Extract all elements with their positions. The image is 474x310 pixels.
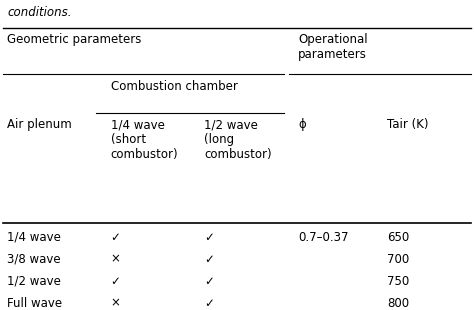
Text: Full wave: Full wave [8,297,63,310]
Text: Combustion chamber: Combustion chamber [110,80,237,93]
Text: 1/4 wave
(short
combustor): 1/4 wave (short combustor) [110,118,178,161]
Text: ✓: ✓ [204,275,214,288]
Text: ×: × [110,253,120,266]
Text: 650: 650 [387,231,409,244]
Text: Air plenum: Air plenum [8,118,72,131]
Text: 1/4 wave: 1/4 wave [8,231,61,244]
Text: ✓: ✓ [110,275,120,288]
Text: ×: × [110,297,120,310]
Text: 750: 750 [387,275,409,288]
Text: Geometric parameters: Geometric parameters [8,33,142,46]
Text: 700: 700 [387,253,409,266]
Text: ✓: ✓ [204,297,214,310]
Text: 1/2 wave
(long
combustor): 1/2 wave (long combustor) [204,118,272,161]
Text: 1/2 wave: 1/2 wave [8,275,61,288]
Text: 800: 800 [387,297,409,310]
Text: Operational
parameters: Operational parameters [298,33,367,61]
Text: ϕ: ϕ [298,118,306,131]
Text: ✓: ✓ [204,253,214,266]
Text: 3/8 wave: 3/8 wave [8,253,61,266]
Text: 0.7–0.37: 0.7–0.37 [298,231,348,244]
Text: Tair (K): Tair (K) [387,118,428,131]
Text: ✓: ✓ [204,231,214,244]
Text: conditions.: conditions. [8,6,72,19]
Text: ✓: ✓ [110,231,120,244]
